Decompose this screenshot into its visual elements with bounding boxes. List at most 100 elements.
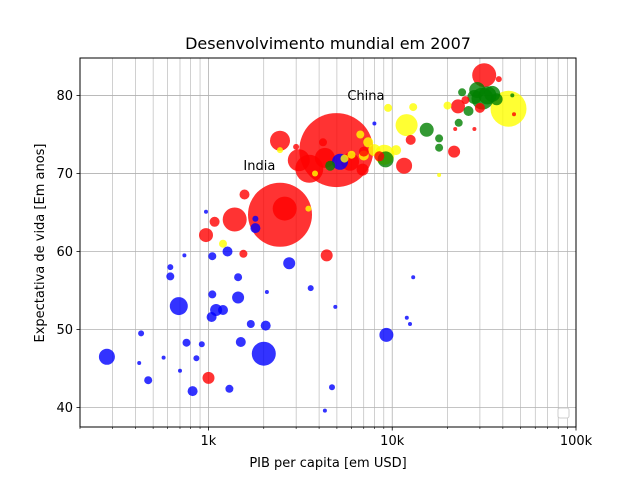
- data-point-yellow: [443, 101, 452, 110]
- data-point-blue: [178, 368, 182, 373]
- y-tick-label-80: 80: [56, 89, 73, 104]
- data-point-blue: [98, 348, 115, 365]
- data-point-blue: [411, 275, 416, 280]
- data-point-blue: [408, 322, 412, 326]
- data-point-blue: [222, 246, 233, 257]
- annotation-india: India: [243, 159, 275, 174]
- data-point-red: [202, 371, 215, 384]
- data-point-blue: [283, 257, 296, 270]
- y-tick-label-70: 70: [56, 167, 73, 182]
- y-tick-label-60: 60: [56, 245, 73, 260]
- data-point-blue: [307, 285, 314, 292]
- data-point-blue: [161, 355, 166, 360]
- data-point-red: [293, 143, 300, 150]
- data-point-blue: [166, 272, 175, 281]
- data-point-red: [272, 196, 297, 221]
- data-point-blue: [234, 273, 243, 282]
- data-point-blue: [232, 291, 245, 304]
- data-point-blue: [198, 341, 205, 348]
- y-tick-label-40: 40: [56, 401, 73, 416]
- data-point-red: [461, 96, 470, 105]
- y-tick-label-50: 50: [56, 323, 73, 338]
- data-point-green: [325, 160, 336, 171]
- data-point-red: [239, 189, 250, 200]
- data-point-blue: [193, 355, 200, 362]
- data-point-yellow: [391, 145, 402, 156]
- data-point-red: [374, 151, 385, 162]
- data-point-yellow: [437, 173, 442, 177]
- data-point-blue: [372, 121, 377, 126]
- data-point-red: [495, 76, 502, 83]
- data-point-green: [463, 106, 474, 116]
- x-axis-label: PIB per capita [em USD]: [249, 456, 406, 471]
- x-tick-label-100k: 100k: [560, 434, 593, 449]
- data-point-red: [405, 134, 416, 145]
- data-point-yellow: [277, 147, 283, 154]
- data-point-yellow: [340, 154, 349, 163]
- plot-frame: [79, 57, 577, 428]
- data-point-yellow: [347, 150, 356, 159]
- data-point-blue: [187, 386, 198, 397]
- data-point-red: [319, 138, 327, 147]
- data-point-yellow: [395, 114, 418, 137]
- data-point-red: [239, 249, 248, 258]
- data-point-red: [199, 228, 213, 243]
- data-point-blue: [204, 209, 208, 214]
- data-point-red: [222, 207, 247, 232]
- data-point-red: [287, 149, 310, 172]
- data-point-red: [396, 157, 413, 174]
- points-layer: [98, 63, 527, 413]
- data-point-blue: [246, 320, 255, 328]
- data-point-blue: [182, 253, 187, 258]
- data-point-red: [472, 63, 497, 88]
- data-point-yellow: [384, 103, 393, 112]
- data-point-red: [448, 145, 461, 158]
- data-point-yellow: [356, 130, 365, 139]
- data-point-yellow: [409, 103, 418, 112]
- data-point-red: [512, 112, 516, 117]
- data-point-green: [458, 88, 467, 97]
- data-point-blue: [322, 408, 327, 413]
- data-point-blue: [208, 290, 217, 299]
- data-point-blue: [379, 327, 394, 342]
- data-point-red: [356, 163, 369, 176]
- data-point-blue: [329, 384, 335, 391]
- data-point-blue: [218, 305, 228, 315]
- empty-legend-box: [557, 407, 570, 419]
- data-point-blue: [137, 361, 142, 365]
- data-point-red: [451, 99, 465, 114]
- data-point-blue: [250, 223, 261, 234]
- data-point-blue: [182, 338, 191, 347]
- data-point-blue: [260, 320, 271, 331]
- data-point-red: [270, 130, 290, 151]
- data-point-red: [209, 216, 220, 227]
- data-point-yellow: [312, 170, 318, 177]
- data-point-green: [490, 93, 503, 106]
- data-point-blue: [208, 252, 217, 261]
- x-tick-label-1k: 1k: [201, 434, 217, 449]
- tick-labels-layer: 1k 10k 100k 40 50 60 70 80: [56, 89, 592, 449]
- x-tick-label-10k: 10k: [380, 434, 405, 449]
- data-point-blue: [167, 264, 174, 271]
- data-point-blue: [169, 297, 188, 316]
- data-point-green: [419, 122, 434, 137]
- data-point-yellow: [219, 239, 227, 248]
- chart-title: Desenvolvimento mundial em 2007: [185, 34, 471, 53]
- data-point-green: [510, 93, 515, 98]
- data-point-red: [472, 127, 477, 131]
- data-point-green: [454, 118, 463, 127]
- data-point-blue: [333, 304, 338, 309]
- data-point-red: [453, 127, 458, 131]
- data-point-blue: [144, 376, 153, 385]
- y-axis-label: Expectativa de vida [Em anos]: [33, 144, 48, 343]
- data-point-blue: [404, 315, 409, 320]
- data-point-blue: [206, 312, 217, 322]
- data-point-red: [474, 102, 485, 113]
- data-point-blue: [252, 215, 259, 222]
- data-point-red: [358, 146, 369, 157]
- data-point-blue: [235, 337, 246, 347]
- ticks-layer: [76, 95, 577, 431]
- annotation-china: China: [347, 89, 384, 104]
